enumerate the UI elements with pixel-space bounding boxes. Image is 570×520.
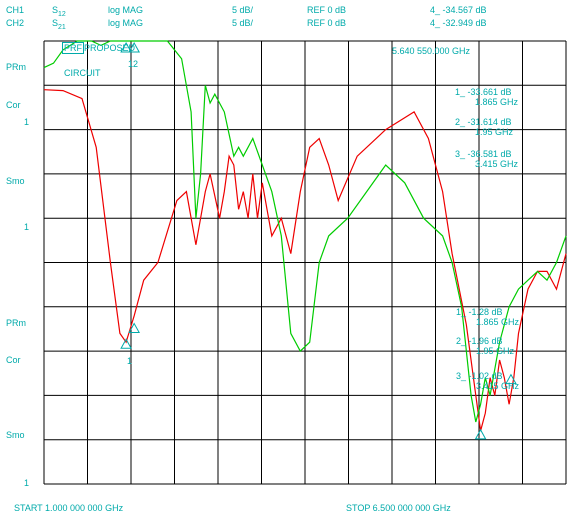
prf-label: PRF PROPOSED bbox=[62, 42, 136, 54]
marker-triangle-icon bbox=[120, 41, 132, 53]
header-mk-1: 4_ -34.567 dB bbox=[430, 5, 487, 15]
marker-number-bottom: 1 bbox=[127, 356, 133, 366]
header-s-2: S21 bbox=[52, 18, 66, 32]
left-label: Smo bbox=[6, 176, 25, 186]
marker-db-value: 1_ -33.661 dB bbox=[455, 87, 512, 97]
left-label: 1 bbox=[24, 478, 30, 488]
left-label: 1 bbox=[24, 222, 30, 232]
marker-db-value: 1_ -1.28 dB bbox=[456, 307, 503, 317]
trace-s12 bbox=[43, 89, 567, 431]
marker-db-value: 3_ -1.02 dB bbox=[456, 371, 503, 381]
plot-grid bbox=[43, 40, 567, 485]
header-mk-2: 4_ -32.949 dB bbox=[430, 18, 487, 28]
left-label: PRm bbox=[6, 318, 26, 328]
header-scale-2: 5 dB/ bbox=[232, 18, 254, 28]
circuit-label: CIRCUIT bbox=[64, 68, 101, 78]
marker-triangle-icon bbox=[128, 41, 141, 53]
marker-number-top: 12 bbox=[128, 59, 139, 69]
marker-frequency-value: 1.865 GHz bbox=[475, 97, 519, 107]
header-fmt-2: log MAG bbox=[108, 18, 144, 28]
start-frequency: START 1.000 000 000 GHz bbox=[14, 503, 124, 513]
header-ref-1: REF 0 dB bbox=[307, 5, 347, 15]
left-label: Cor bbox=[6, 100, 21, 110]
stop-frequency: STOP 6.500 000 000 GHz bbox=[346, 503, 451, 513]
marker-db-value: 2_ -31.614 dB bbox=[455, 117, 512, 127]
marker-frequency-value: 1.95 GHz bbox=[476, 346, 515, 356]
header-fmt-1: log MAG bbox=[108, 5, 144, 15]
trace-s21 bbox=[43, 40, 567, 423]
header-s-1: S12 bbox=[52, 5, 66, 19]
plot-traces bbox=[43, 40, 567, 431]
left-label: Cor bbox=[6, 355, 21, 365]
marker-frequency-value: 3.415 GHz bbox=[476, 381, 520, 391]
left-label: Smo bbox=[6, 430, 25, 440]
left-label: 1 bbox=[24, 117, 30, 127]
marker-triangle-icon bbox=[474, 428, 487, 440]
marker-triangle-icon bbox=[128, 322, 141, 334]
marker-frequency-value: 1.865 GHz bbox=[476, 317, 520, 327]
header-scale-1: 5 dB/ bbox=[232, 5, 254, 15]
marker-db-value: 3_ -36.581 dB bbox=[455, 149, 512, 159]
left-label: PRm bbox=[6, 62, 26, 72]
header-ch-1: CH1 bbox=[6, 5, 25, 15]
header-ch-2: CH2 bbox=[6, 18, 25, 28]
marker-db-value: 2_ -1.96 dB bbox=[456, 336, 503, 346]
header-ref-2: REF 0 dB bbox=[307, 18, 347, 28]
marker-triangle-icon bbox=[120, 338, 132, 349]
active-marker-frequency: 5.640 550.000 GHz bbox=[392, 46, 471, 56]
trace-markers bbox=[120, 41, 517, 440]
marker-frequency-value: 1.95 GHz bbox=[475, 127, 514, 137]
marker-triangle-icon bbox=[505, 373, 517, 385]
marker-frequency-value: 3.415 GHz bbox=[475, 159, 519, 169]
